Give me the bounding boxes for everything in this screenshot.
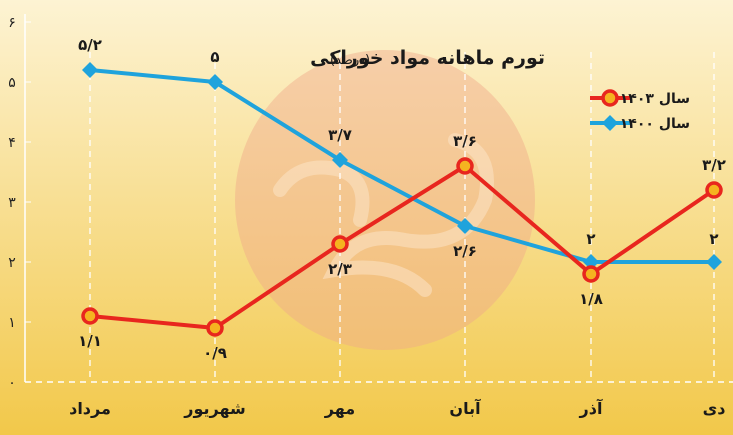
x-tick-label: مهر: [324, 399, 355, 418]
data-point: [583, 254, 599, 270]
legend-label: سال ۱۴۰۰: [620, 116, 690, 132]
y-tick-label: ۰: [8, 375, 16, 391]
data-point: [457, 218, 473, 234]
x-tick-label: آبان: [449, 398, 481, 418]
data-label: ۵/۲: [78, 36, 102, 54]
data-label: ۱/۸: [579, 290, 603, 308]
data-point: [582, 265, 600, 283]
data-point: [331, 235, 349, 253]
chart-title: تورم ماهانه مواد خوراکی: [310, 47, 545, 69]
data-label: ۳/۲: [702, 156, 726, 174]
data-label: ۲/۳: [328, 260, 352, 278]
y-tick-label: ۳: [8, 195, 16, 211]
series-line: [89, 164, 716, 330]
data-point: [82, 62, 98, 78]
y-tick-label: ۶: [8, 15, 16, 31]
legend-marker: [602, 115, 618, 131]
data-label: ۰/۹: [203, 344, 227, 362]
data-label: ۵: [210, 48, 219, 66]
data-label: ۲: [586, 230, 595, 248]
data-point: [206, 319, 224, 337]
data-label: ۲/۶: [453, 242, 477, 260]
watermark-circle: [235, 50, 535, 350]
y-tick-label: ۵: [8, 75, 16, 91]
legend-label: سال ۱۴۰۳: [620, 91, 690, 107]
watermark-logo: [235, 50, 535, 350]
data-point: [706, 254, 722, 270]
x-tick-label: شهریور: [183, 399, 246, 418]
x-tick-label: آذر: [579, 398, 603, 418]
y-tick-label: ۴: [8, 135, 16, 151]
axes: ۰ ۱ ۲ ۳ ۴ ۵ ۶ مرداد شهریور مهر آبان آذر دی: [8, 14, 733, 418]
series-layer: [81, 62, 723, 337]
x-tick-label: مرداد: [69, 399, 111, 418]
y-tick-label: ۲: [8, 255, 16, 271]
legend: سال ۱۴۰۳ سال ۱۴۰۰: [590, 89, 690, 132]
data-point: [332, 152, 348, 168]
legend-marker: [601, 89, 619, 107]
data-point: [207, 74, 223, 90]
y-tick-label: ۱: [8, 315, 16, 331]
chart-subtitle: (درصد): [330, 53, 370, 68]
data-point: [81, 307, 99, 325]
data-label: ۲: [709, 230, 718, 248]
data-label: ۳/۷: [328, 126, 352, 144]
x-tick-label: دی: [703, 399, 726, 418]
data-label: ۳/۶: [453, 132, 477, 150]
data-labels: ۱/۱ ۰/۹ ۲/۳ ۳/۶ ۱/۸ ۳/۲ ۵/۲ ۵ ۳/۷ ۲/۶ ۲ ۲: [78, 36, 726, 362]
data-label: ۱/۱: [78, 332, 102, 350]
data-point: [456, 157, 474, 175]
watermark-glyph: [273, 133, 494, 297]
data-point: [705, 181, 723, 199]
